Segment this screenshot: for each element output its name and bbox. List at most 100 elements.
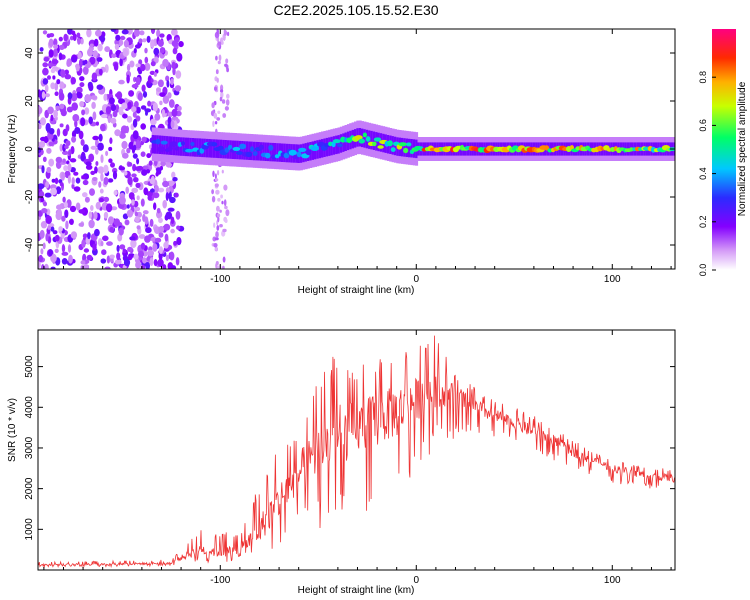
noise-blob [59, 103, 65, 110]
ridge-band [266, 142, 270, 162]
noise-blob [74, 127, 81, 134]
noise-blob [82, 66, 89, 75]
ridge-core [217, 145, 224, 151]
noise-blob [95, 161, 99, 166]
noise-blob [143, 187, 149, 196]
ridge-core [336, 143, 343, 148]
noise-blob [100, 172, 104, 182]
x-tick-label: 100 [604, 274, 621, 285]
noise-blob [82, 264, 89, 269]
noise-blob [146, 191, 153, 197]
snr-frame [37, 329, 676, 571]
noise-blob [159, 100, 163, 106]
noise-blob [222, 265, 225, 269]
ridge-core [190, 141, 195, 147]
noise-blob [53, 44, 59, 50]
noise-blob [45, 233, 49, 242]
noise-blob [92, 111, 97, 121]
noise-blob [227, 31, 230, 37]
spectrogram-panel: -100 0 100 -40 -20 0 20 40 Height of straight l… [7, 28, 676, 296]
ridge-band [408, 138, 411, 158]
noise-blob [150, 29, 156, 35]
noise-blob [98, 197, 104, 203]
noise-blob [42, 67, 49, 76]
noise-blob [126, 74, 130, 84]
noise-blob [156, 87, 161, 92]
noise-blob [155, 172, 159, 177]
noise-blob [220, 89, 224, 93]
noise-blob [153, 259, 158, 267]
noise-blob [219, 224, 223, 228]
noise-blob [167, 207, 175, 212]
noise-blob [216, 29, 219, 35]
noise-blob [115, 104, 120, 113]
noise-blob [123, 258, 131, 267]
noise-blob [221, 40, 224, 45]
noise-blob [132, 130, 139, 140]
noise-blob [66, 160, 70, 165]
noise-blob [214, 183, 219, 188]
noise-blob [176, 225, 181, 230]
noise-blob [105, 106, 112, 115]
ridge-band [391, 136, 395, 155]
ridge-band [377, 132, 381, 152]
ridge-band [410, 139, 414, 158]
noise-blob [63, 165, 68, 172]
noise-blob [103, 93, 108, 101]
noise-blob [226, 67, 230, 73]
ridge-band [163, 135, 167, 155]
ridge-core [268, 144, 274, 151]
noise-blob [89, 43, 94, 48]
noise-blob [114, 43, 120, 51]
ridge-core [211, 142, 218, 147]
ridge-band [363, 129, 367, 148]
noise-blob [64, 145, 69, 149]
ridge-band [191, 138, 195, 157]
ridge-band [252, 141, 256, 161]
noise-blob [152, 243, 158, 252]
noise-blob [224, 218, 228, 223]
noise-blob [225, 58, 229, 64]
noise-blob [106, 255, 111, 264]
ridge-band [259, 142, 263, 161]
noise-blob [114, 259, 122, 265]
noise-blob [59, 123, 64, 128]
noise-blob [88, 83, 94, 92]
noise-blob [134, 166, 142, 172]
ridge-core [180, 141, 186, 146]
noise-blob [159, 246, 163, 255]
noise-blob [122, 49, 129, 57]
noise-blob [110, 117, 117, 124]
ridge-band [405, 138, 409, 157]
noise-blob [141, 169, 148, 176]
ridge-core [296, 151, 302, 158]
noise-blob [84, 107, 90, 115]
noise-blob [44, 93, 50, 98]
ridge-band [302, 143, 306, 163]
noise-blob [138, 234, 146, 239]
noise-blob [39, 47, 44, 52]
noise-blob [78, 58, 83, 68]
colorbar: 0.0 0.2 0.4 0.6 0.8 Normalized spectral ampl… [698, 29, 748, 276]
noise-blob [119, 35, 126, 41]
x-tick-label: -100 [210, 274, 230, 285]
noise-blob [135, 63, 141, 68]
noise-blob [71, 30, 76, 36]
spectrogram-ylabel: Frequency (Hz) [7, 115, 18, 184]
noise-blob [48, 38, 54, 48]
snr-axes: -100 0 100 1000 2000 3000 4000 5000 [24, 330, 675, 586]
noise-blob [176, 237, 182, 246]
noise-blob [135, 206, 141, 212]
ridge-band [271, 142, 275, 162]
noise-blob [136, 225, 141, 230]
noise-blob [148, 160, 153, 166]
noise-blob [214, 178, 219, 182]
noise-blob [83, 248, 90, 253]
noise-blob [46, 33, 51, 38]
noise-blob [96, 84, 104, 90]
noise-blob [62, 158, 66, 163]
noise-blob [48, 49, 54, 58]
noise-blob [153, 72, 157, 77]
noise-blob [67, 175, 71, 184]
noise-blob [126, 204, 130, 209]
